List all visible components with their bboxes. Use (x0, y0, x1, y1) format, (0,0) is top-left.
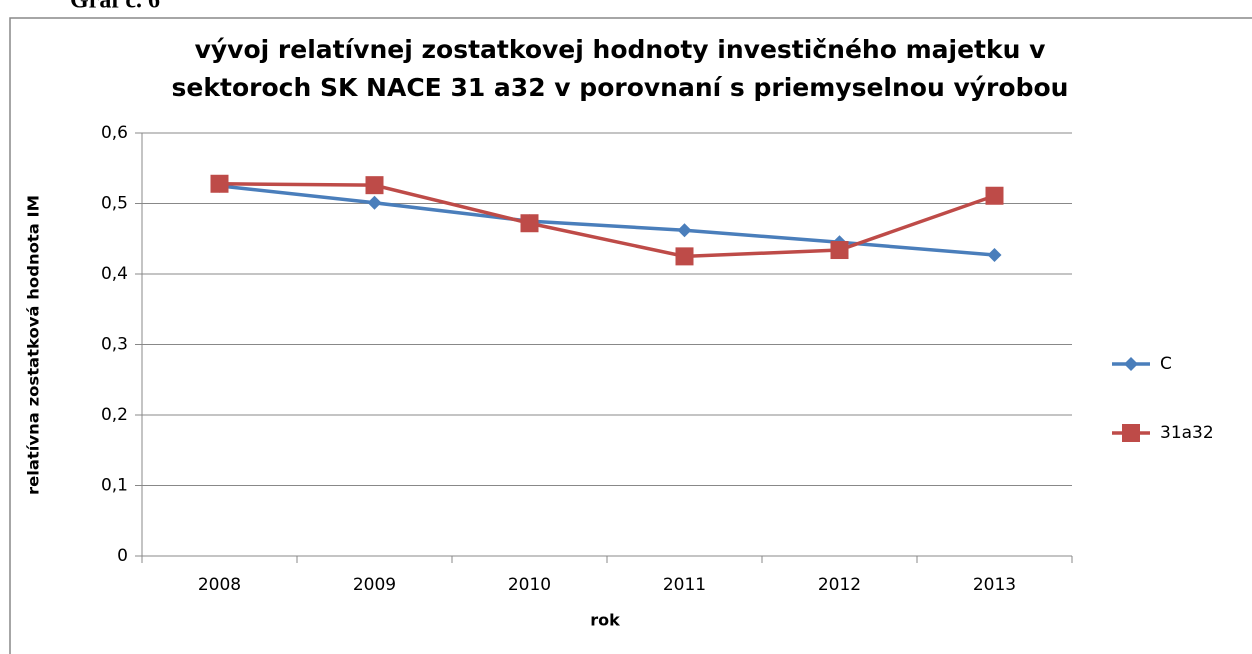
y-tick-label: 0,1 (101, 476, 128, 496)
x-tick-label: 2009 (353, 575, 396, 595)
y-tick-label: 0,3 (101, 335, 128, 355)
y-tick-label: 0,4 (101, 264, 128, 284)
chart-frame (9, 17, 1252, 654)
legend-label: 31a32 (1160, 423, 1214, 443)
y-tick-label: 0,2 (101, 405, 128, 425)
legend-label: C (1160, 354, 1172, 374)
chart-title: vývoj relatívnej zostatkovej hodnoty inv… (195, 35, 1046, 64)
point (677, 223, 692, 238)
line (219, 184, 995, 257)
point (830, 241, 849, 260)
x-tick-label: 2013 (973, 575, 1016, 595)
legend-marker (1124, 357, 1138, 371)
point (987, 247, 1002, 262)
x-tick-label: 2008 (198, 575, 241, 595)
point (365, 176, 384, 195)
point (367, 195, 382, 210)
legend-marker (1122, 424, 1140, 442)
y-tick-label: 0 (117, 546, 128, 566)
y-tick-label: 0,6 (101, 123, 128, 143)
caption: Graf č. 6 (70, 0, 160, 14)
line (219, 182, 996, 259)
x-tick-label: 2012 (818, 575, 861, 595)
point (520, 214, 539, 233)
y-axis-label: relatívna zostatková hodnota IM (25, 195, 43, 495)
point (210, 174, 229, 193)
point (675, 247, 694, 266)
point (985, 186, 1004, 205)
x-tick-label: 2011 (663, 575, 706, 595)
chart-title: sektoroch SK NACE 31 a32 v porovnaní s p… (172, 73, 1069, 102)
y-tick-label: 0,5 (101, 194, 128, 214)
x-tick-label: 2010 (508, 575, 551, 595)
x-axis-label: rok (590, 611, 620, 630)
